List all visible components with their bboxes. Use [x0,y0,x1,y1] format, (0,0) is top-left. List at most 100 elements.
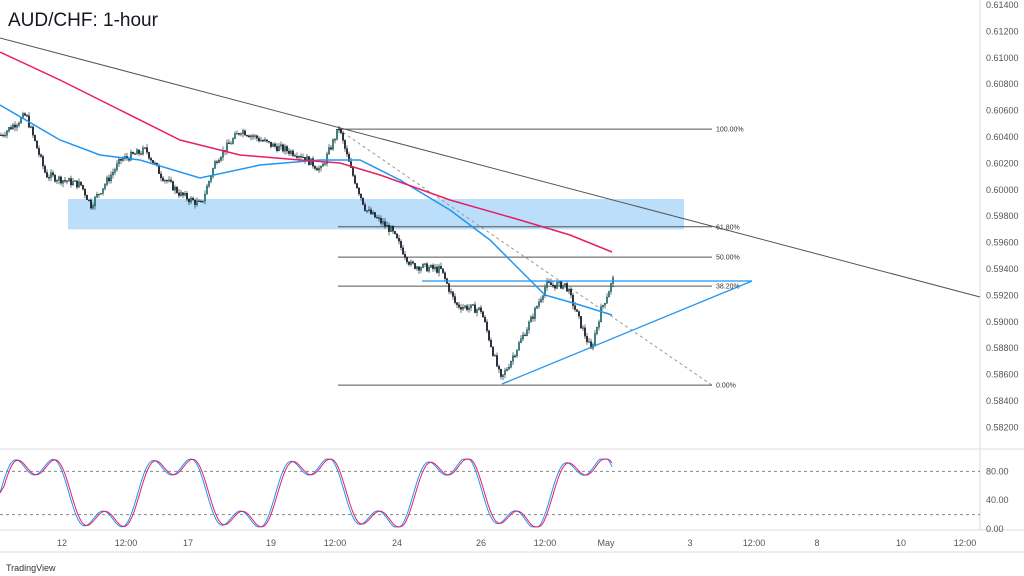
candle-body [416,266,418,269]
candle-body [122,158,124,161]
candle-body [56,180,58,182]
candle-body [432,264,434,269]
candle-body [596,326,598,334]
candle-body [190,197,192,203]
candle-body [326,153,328,164]
candle-body [382,221,384,224]
oscillator-tick-label: 40.00 [986,495,1009,505]
candle-body [378,217,380,219]
candle-body [130,151,132,161]
candle-body [204,194,206,202]
time-tick-label: 8 [814,538,819,548]
candle-body [450,291,452,293]
candle-body [424,263,426,265]
candle-body [238,133,240,135]
candle-body [434,266,436,269]
price-tick-label: 0.59800 [986,211,1019,221]
candle-body [196,200,198,205]
candle-body [336,128,338,140]
time-tick-label: 19 [266,538,276,548]
candle-body [570,289,572,296]
candle-body [72,181,74,186]
candle-body [522,334,524,340]
candle-body [20,117,22,124]
candle-body [582,327,584,329]
candle-body [608,291,610,298]
candle-body [160,173,162,179]
candle-body [594,333,596,345]
candle-body [242,130,244,134]
candle-body [588,341,590,343]
candle-body [260,140,262,142]
candle-body [298,156,300,158]
candle-body [112,172,114,176]
candle-body [292,150,294,156]
candle-body [544,287,546,296]
candle-body [264,139,266,142]
candle-body [218,160,220,163]
chart-title: AUD/CHF: 1-hour [8,10,158,31]
candle-body [468,307,470,310]
candle-body [530,316,532,323]
candle-body [584,327,586,337]
candle-body [564,283,566,286]
candle-body [352,167,354,176]
candle-body [258,138,260,142]
candle-body [118,158,120,164]
oscillator-tick-label: 0.00 [986,524,1004,534]
candle-body [100,193,102,195]
candle-body [254,135,256,137]
candle-body [134,153,136,155]
stochastic-d-line [0,458,613,528]
candle-body [226,142,228,152]
candle-body [76,180,78,188]
time-tick-label: May [597,538,615,548]
candle-body [0,134,2,136]
candle-body [534,307,536,319]
candle-body [84,188,86,196]
candle-body [144,147,146,149]
candle-body [252,135,254,137]
candle-body [454,296,456,303]
candle-body [520,338,522,343]
candle-body [96,194,98,198]
candle-body [422,263,424,268]
candle-body [504,370,506,375]
candle-body [524,334,526,336]
candle-body [572,294,574,306]
price-tick-label: 0.60800 [986,79,1019,89]
candle-body [202,200,204,203]
price-tick-label: 0.60600 [986,106,1019,116]
candle-body [320,166,322,169]
candle-body [322,163,324,167]
candle-body [256,135,258,139]
candle-body [228,142,230,144]
candle-body [556,282,558,289]
candle-body [198,200,200,202]
candle-body [172,181,174,191]
candle-body [106,177,108,185]
candle-body [512,355,514,362]
candle-body [484,316,486,323]
moving-average-slow [0,51,613,253]
candle-body [78,181,80,188]
candle-body [362,197,364,205]
candle-body [186,193,188,200]
candle-body [312,158,314,167]
candle-body [10,127,12,130]
time-tick-label: 17 [183,538,193,548]
candle-body [302,156,304,158]
candle-body [2,134,4,137]
candle-body [412,261,414,264]
moving-average-fast [0,104,613,316]
candle-body [34,135,36,141]
candle-body [370,209,372,215]
candle-body [268,141,270,143]
candle-body [206,185,208,195]
candle-body [176,187,178,193]
candle-body [604,302,606,306]
candle-body [330,147,332,150]
candle-body [442,268,444,273]
price-tick-label: 0.58200 [986,422,1019,432]
